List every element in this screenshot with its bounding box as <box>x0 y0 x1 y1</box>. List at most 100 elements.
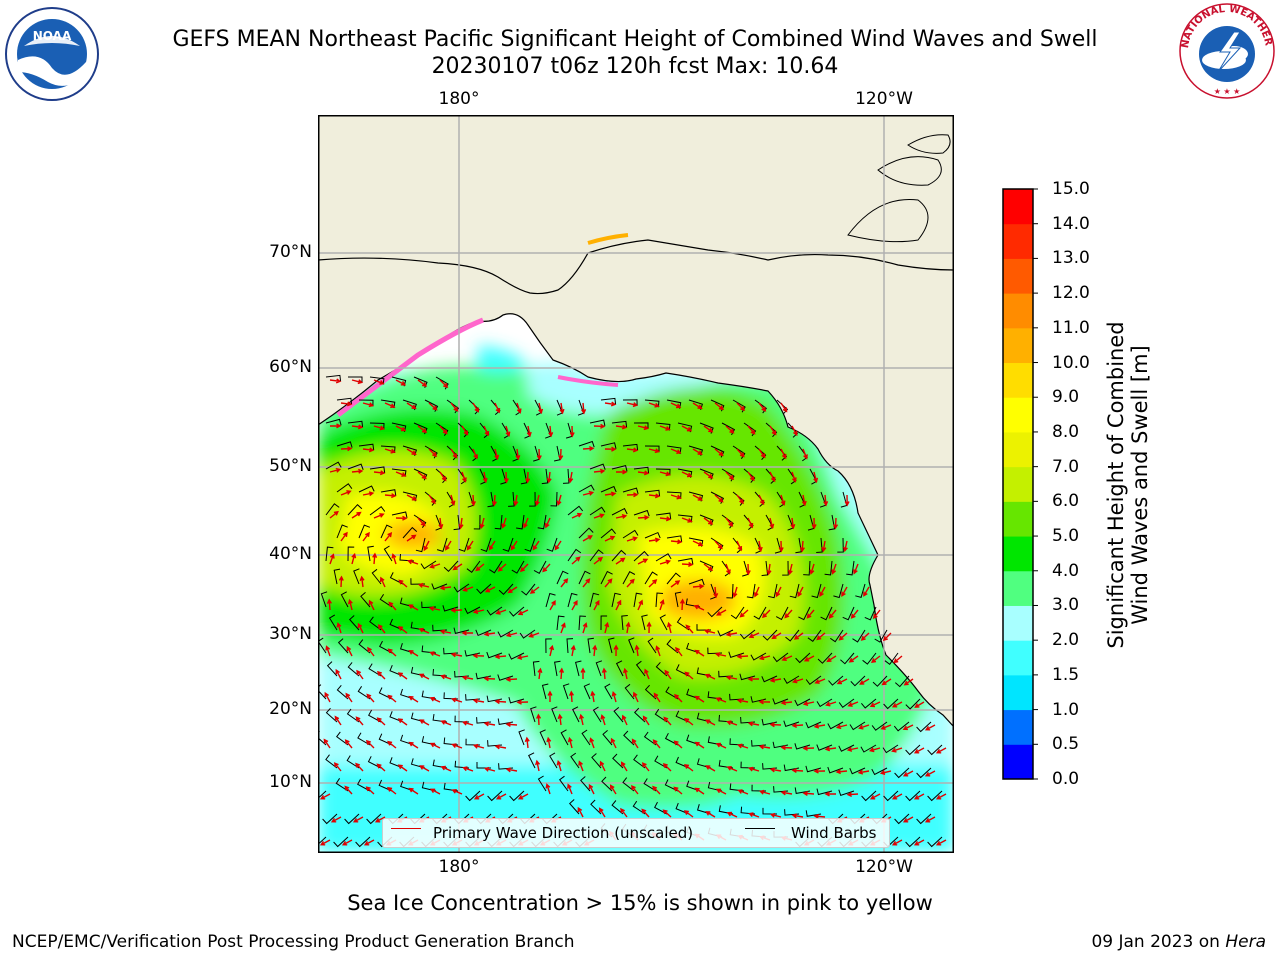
wind-barb <box>600 485 617 493</box>
wave-direction-arrow <box>428 494 436 505</box>
wave-direction-arrow <box>417 517 426 527</box>
wind-barb <box>828 675 844 686</box>
wind-barb <box>333 836 349 848</box>
wave-direction-arrow <box>406 534 417 542</box>
wave-direction-arrow <box>775 586 782 598</box>
wave-direction-arrow <box>833 517 839 530</box>
noaa-logo: NOAA <box>5 7 99 101</box>
wave-direction-arrow <box>659 471 671 477</box>
wind-barb <box>328 614 338 631</box>
wave-direction-arrow <box>329 467 342 473</box>
wind-barb <box>611 507 628 516</box>
wind-barb <box>541 468 549 485</box>
wind-barb <box>816 698 833 708</box>
lon-label-bottom-120w: 120°W <box>855 857 913 877</box>
wind-barb <box>753 606 767 620</box>
wave-direction-arrow <box>670 448 682 454</box>
wave-direction-arrow <box>694 741 705 749</box>
wave-direction-arrow <box>560 578 569 588</box>
wave-direction-arrow <box>642 715 650 726</box>
wind-barb <box>643 778 657 792</box>
wave-direction-arrow <box>838 632 848 641</box>
wind-barb <box>675 802 690 815</box>
wave-direction-arrow <box>408 787 419 795</box>
wave-direction-arrow <box>666 621 672 634</box>
wave-direction-arrow <box>670 539 683 545</box>
wind-barb <box>655 661 668 677</box>
wave-direction-arrow <box>355 762 364 772</box>
wind-barb <box>516 514 525 530</box>
wave-direction-arrow <box>374 816 386 823</box>
wave-height-map <box>318 115 954 853</box>
wind-barb <box>833 583 844 599</box>
wave-direction-arrow <box>644 668 650 680</box>
wave-direction-arrow <box>813 813 826 819</box>
wind-barb <box>546 537 558 552</box>
wave-direction-arrow <box>615 599 622 611</box>
wave-direction-arrow <box>505 632 518 638</box>
wind-barb <box>644 531 661 539</box>
colorbar <box>1002 188 1038 780</box>
wave-direction-arrow <box>510 540 518 551</box>
wave-direction-arrow <box>387 740 397 749</box>
wind-barb <box>336 441 353 448</box>
wave-direction-arrow <box>450 697 463 703</box>
wave-direction-arrow <box>692 540 704 547</box>
wind-barb <box>336 483 353 493</box>
wave-direction-arrow <box>582 622 588 634</box>
wave-direction-arrow <box>452 563 463 571</box>
wave-direction-arrow <box>836 678 848 685</box>
chart-title: GEFS MEAN Northeast Pacific Significant … <box>172 27 1098 52</box>
chart-subtitle: 20230107 t06z 120h fcst Max: 10.64 <box>431 54 839 79</box>
wind-barb <box>487 491 494 508</box>
wave-direction-arrow <box>858 724 870 730</box>
footer-date: 09 Jan 2023 on Hera <box>1091 932 1266 952</box>
wave-direction-arrow <box>558 448 564 461</box>
wind-barb <box>509 790 525 802</box>
wind-barb <box>871 767 888 776</box>
wave-direction-arrow <box>780 494 786 506</box>
wave-direction-arrow <box>357 622 364 634</box>
wind-barb <box>465 790 481 802</box>
wave-direction-arrow <box>683 764 694 772</box>
wind-barb <box>852 629 866 643</box>
wave-direction-arrow <box>758 448 766 459</box>
landmass <box>318 115 954 728</box>
wind-barb <box>368 709 382 723</box>
wave-direction-arrow <box>507 586 518 594</box>
wave-direction-arrow <box>450 402 459 412</box>
wave-direction-arrow <box>903 678 914 686</box>
wind-barb <box>595 660 603 677</box>
wave-direction-arrow <box>329 423 342 429</box>
footer-host: Hera <box>1225 932 1266 952</box>
wind-barb <box>420 560 437 570</box>
colorbar-segment <box>1003 431 1033 468</box>
wave-direction-arrow <box>811 517 817 530</box>
wind-barb <box>622 443 639 451</box>
wind-barb <box>874 629 888 643</box>
wind-barb <box>655 422 671 431</box>
wind-barb <box>816 788 833 796</box>
wave-direction-arrow <box>902 724 914 731</box>
wave-direction-arrow <box>398 579 408 588</box>
wind-barb <box>325 503 340 516</box>
wave-direction-arrow <box>336 622 342 634</box>
wind-barb <box>559 775 569 792</box>
wind-barb <box>353 568 360 585</box>
wind-barb <box>675 664 690 677</box>
wind-barb <box>600 570 613 585</box>
wave-direction-arrow <box>352 816 364 823</box>
wind-barb <box>562 683 570 700</box>
wave-direction-arrow <box>461 675 474 681</box>
wave-direction-arrow <box>802 790 815 796</box>
wave-direction-arrow <box>546 736 552 749</box>
wave-direction-arrow <box>355 716 364 726</box>
wind-barb <box>817 652 833 664</box>
wind-barb <box>794 787 811 794</box>
wave-direction-arrow <box>725 631 738 637</box>
wave-direction-arrow <box>516 654 529 660</box>
wave-direction-arrow <box>935 747 947 754</box>
wave-direction-arrow <box>368 599 375 611</box>
wave-direction-arrow <box>423 540 430 552</box>
wave-direction-arrow <box>924 724 936 731</box>
